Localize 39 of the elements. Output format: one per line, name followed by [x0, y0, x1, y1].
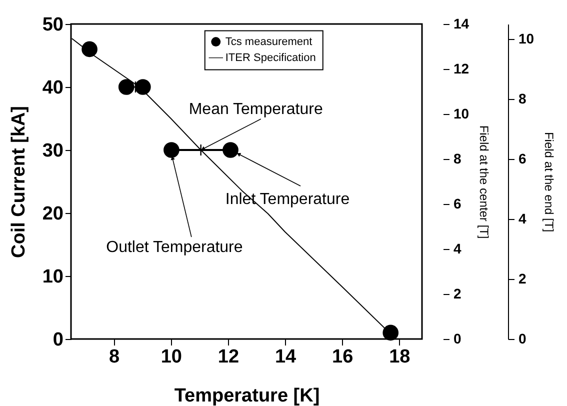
legend-label: Tcs measurement — [225, 36, 312, 48]
legend-label: ITER Specification — [225, 52, 316, 64]
y2-tick-label: 0 — [454, 330, 462, 346]
y3-tick-label: 6 — [518, 150, 526, 166]
y2-tick-label: 12 — [454, 60, 470, 76]
annotation: Outlet Temperature — [106, 239, 243, 256]
y-tick-label: 50 — [42, 14, 64, 36]
point — [382, 324, 399, 341]
y2-axis-title: Field at the center [T] — [477, 125, 492, 239]
y3-tick-label: 8 — [518, 90, 526, 106]
y2-tick-label: 10 — [454, 106, 470, 122]
point — [164, 142, 180, 158]
y-tick-label: 40 — [42, 78, 64, 98]
y-tick-label: 10 — [42, 266, 64, 288]
x-tick-label: 18 — [389, 346, 410, 368]
y3-tick-label: 10 — [518, 30, 534, 46]
y-tick-label: 0 — [52, 330, 64, 350]
x-axis-title: Temperature [K] — [174, 386, 320, 406]
annotation: Mean Temperature — [188, 101, 323, 118]
x-tick-label: 10 — [160, 346, 182, 368]
y3-tick-label: 0 — [518, 330, 526, 346]
point — [118, 79, 134, 95]
y3-tick-label: 2 — [518, 270, 526, 286]
y2-tick-label: 14 — [454, 16, 470, 32]
x-tick-label: 14 — [274, 346, 297, 368]
y-tick-label: 30 — [42, 140, 64, 162]
y2-tick-label: 4 — [454, 240, 462, 256]
y2-tick-label: 2 — [454, 286, 462, 302]
x-tick-label: 12 — [218, 346, 240, 368]
x-tick-label: 8 — [109, 346, 120, 368]
point — [222, 142, 238, 158]
y3-axis-title: Field at the end [T] — [542, 132, 556, 232]
point — [82, 41, 98, 58]
y2-tick-label: 6 — [454, 196, 462, 212]
y2-tick-label: 8 — [454, 150, 462, 166]
y-tick-label: 20 — [42, 204, 64, 224]
x-tick-label: 16 — [332, 346, 354, 368]
y-axis-title: Coil Current [kA] — [8, 106, 30, 258]
y3-tick-label: 4 — [518, 210, 526, 226]
